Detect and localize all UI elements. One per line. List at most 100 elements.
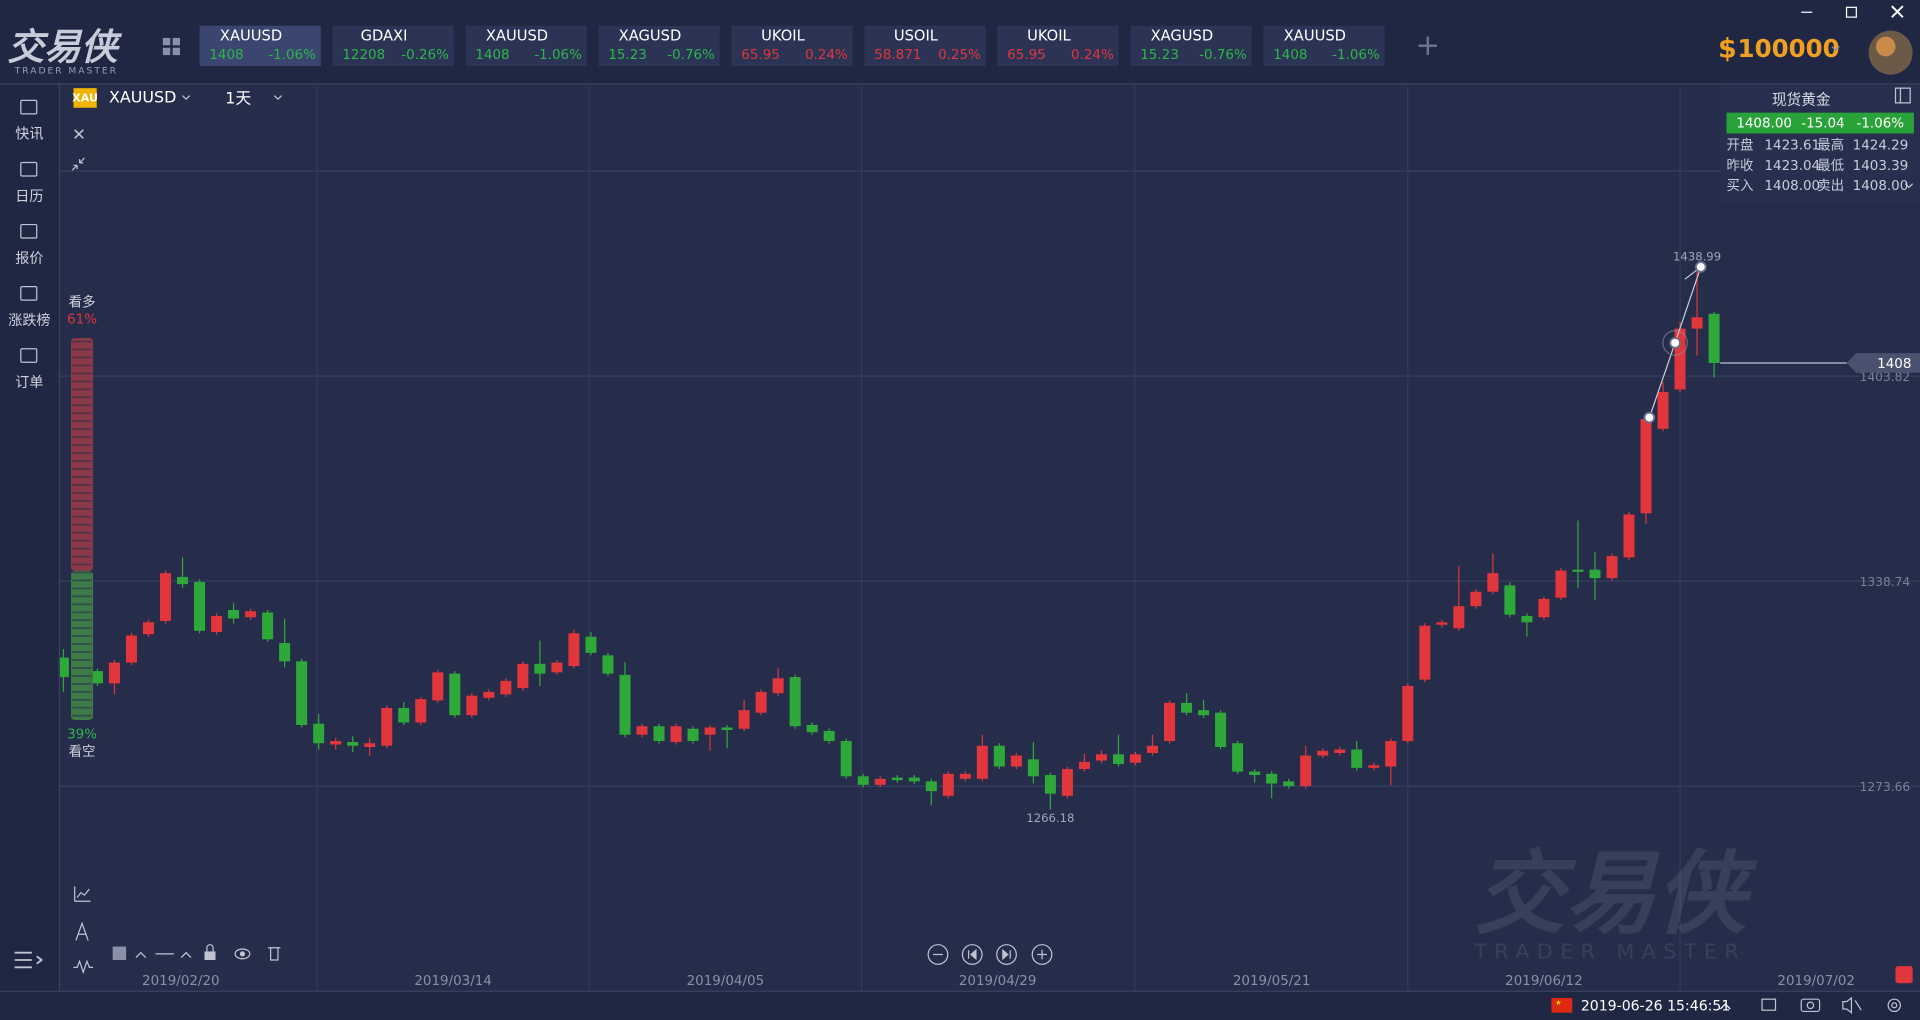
- nav-label[interactable]: 订单: [15, 375, 43, 391]
- ticker-price: 65.95: [1007, 48, 1046, 63]
- color-dropdown[interactable]: [135, 951, 147, 958]
- scroll-end-button[interactable]: [996, 944, 1017, 965]
- candle-body: [1317, 750, 1329, 756]
- status-bar: [0, 991, 1920, 1020]
- bull-bar: [71, 337, 94, 572]
- wave-tool[interactable]: [73, 959, 94, 975]
- mute-icon[interactable]: [1842, 996, 1862, 1014]
- close-button[interactable]: [1891, 5, 1904, 18]
- screenshot-icon[interactable]: [1800, 998, 1821, 1013]
- ticker-name: XAUUSD: [1284, 28, 1346, 45]
- ticker-change: 0.24%: [1071, 48, 1114, 63]
- candle-body: [738, 710, 750, 729]
- apps-button[interactable]: [162, 37, 180, 56]
- candle-body: [517, 663, 529, 689]
- avatar-detail: [1875, 36, 1896, 57]
- period-dropdown[interactable]: [273, 95, 283, 101]
- window-icon[interactable]: [1761, 998, 1777, 1011]
- candle-body: [1283, 781, 1295, 787]
- trendline-handle[interactable]: [1695, 261, 1707, 273]
- chart-tools: [73, 886, 1053, 975]
- indicator-tool[interactable]: [74, 886, 91, 902]
- candle-body: [1129, 754, 1142, 763]
- ticker[interactable]: [997, 25, 1119, 67]
- quote-panel-toggle[interactable]: [1894, 87, 1911, 104]
- ticker[interactable]: [465, 25, 587, 67]
- nav-icon[interactable]: [20, 161, 38, 177]
- bull-pct: 61%: [67, 313, 97, 328]
- balance-dropdown[interactable]: [1831, 46, 1840, 52]
- ticker[interactable]: [1263, 25, 1385, 67]
- visibility-tool[interactable]: [234, 948, 251, 960]
- quote-key: 最低: [1817, 158, 1844, 174]
- ticker-name: UKOIL: [761, 28, 805, 45]
- nav-label[interactable]: 涨跌榜: [8, 312, 50, 329]
- candle-body: [1027, 759, 1039, 777]
- delete-tool[interactable]: [268, 947, 281, 961]
- ticker[interactable]: [199, 25, 321, 67]
- nav-icon[interactable]: [20, 286, 38, 301]
- candle-body: [1215, 712, 1227, 748]
- candle-body: [585, 636, 597, 653]
- line-style-dropdown[interactable]: [180, 951, 192, 958]
- candle-body: [1674, 328, 1686, 390]
- candle-body: [296, 661, 308, 725]
- ticker-name: USOIL: [894, 28, 939, 45]
- zoom-in-button[interactable]: [1031, 944, 1053, 965]
- ticker[interactable]: [1130, 25, 1252, 67]
- ticker-price: 1408: [1273, 48, 1307, 63]
- symbol-dropdown[interactable]: [182, 95, 191, 101]
- candle-body: [415, 699, 427, 723]
- candle-body: [619, 674, 631, 735]
- scroll-start-button[interactable]: [961, 944, 983, 965]
- period[interactable]: 1天: [225, 89, 251, 108]
- nav-icon[interactable]: [20, 223, 38, 239]
- close-chart-button[interactable]: [74, 129, 84, 139]
- collapse-button[interactable]: [71, 157, 85, 171]
- ticker[interactable]: [864, 25, 986, 67]
- scroll-end-icon: [1002, 948, 1011, 961]
- y-tick-label: 1273.66: [1860, 780, 1911, 794]
- lock-tool[interactable]: [204, 951, 216, 960]
- ticker-price: 12208: [342, 48, 385, 63]
- ticker-price: 1408: [209, 48, 243, 63]
- candle-body: [347, 741, 359, 746]
- candle-body: [1521, 615, 1533, 623]
- nav-label[interactable]: 日历: [15, 189, 43, 205]
- nav-label[interactable]: 快讯: [15, 127, 43, 143]
- nav-icon[interactable]: [20, 348, 38, 363]
- ticker[interactable]: [332, 25, 454, 67]
- status-datetime: 2019-06-26 15:46:51: [1581, 999, 1731, 1015]
- quote-expand[interactable]: [1904, 183, 1914, 189]
- candle-body: [704, 727, 716, 735]
- maximize-button[interactable]: [1845, 6, 1857, 18]
- status-expand[interactable]: [1719, 1003, 1731, 1010]
- trendline-handle[interactable]: [1669, 337, 1681, 349]
- symbol[interactable]: XAUUSD: [109, 87, 176, 106]
- candle-body: [1470, 591, 1482, 607]
- logo-subtitle: TRADER MASTER: [14, 66, 118, 77]
- ticker-name: GDAXI: [361, 28, 408, 45]
- nav-label[interactable]: 报价: [15, 251, 43, 267]
- ticker-name: XAGUSD: [1151, 28, 1214, 45]
- balance[interactable]: 100000: [1738, 34, 1840, 63]
- nav-icon[interactable]: [20, 99, 38, 115]
- zoom-out-button[interactable]: [927, 944, 949, 965]
- add-ticker-button[interactable]: +: [1415, 28, 1440, 62]
- ticker-name: XAGUSD: [619, 28, 682, 45]
- candle-body: [823, 730, 835, 742]
- menu-button[interactable]: [14, 951, 44, 969]
- quote-key: 买入: [1727, 178, 1754, 194]
- candle-body: [755, 691, 767, 713]
- ticker[interactable]: [598, 25, 720, 67]
- ticker[interactable]: [731, 25, 853, 67]
- trendline-handle[interactable]: [1643, 411, 1656, 424]
- candle-body: [551, 662, 563, 673]
- color-tool[interactable]: [112, 946, 127, 960]
- screenshot-lens: [1806, 1001, 1815, 1010]
- drawing-tool[interactable]: [75, 921, 89, 941]
- alert-badge[interactable]: [1895, 966, 1913, 984]
- candle-body: [1334, 749, 1346, 754]
- settings-icon[interactable]: [1887, 998, 1902, 1013]
